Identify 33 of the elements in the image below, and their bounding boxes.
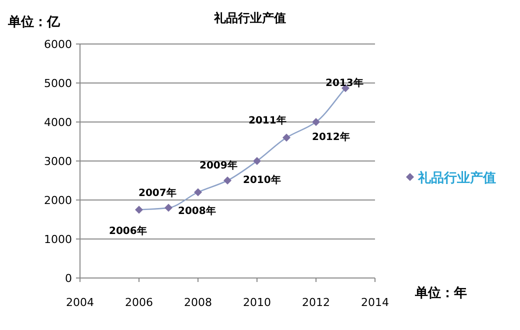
annotation: 2012年 xyxy=(312,131,350,143)
point xyxy=(253,157,261,165)
y-tick-label: 5000 xyxy=(44,77,72,90)
annotation: 2009年 xyxy=(200,160,238,172)
y-tick-label: 4000 xyxy=(44,116,72,129)
legend-label: 礼品行业产值 xyxy=(417,170,496,186)
point xyxy=(194,188,202,196)
y-tick-label: 1000 xyxy=(44,233,72,246)
x-tick-label: 2010 xyxy=(243,296,271,309)
x-tick-label: 2014 xyxy=(361,296,389,309)
y-tick-label: 6000 xyxy=(44,38,72,51)
annotation: 2008年 xyxy=(178,205,216,218)
annotation: 2010年 xyxy=(243,174,281,186)
x-axis-title: 单位：年 xyxy=(414,285,467,301)
legend: 礼品行业产值 xyxy=(406,171,496,186)
x-tick-label: 2004 xyxy=(66,296,94,309)
point xyxy=(164,204,172,212)
x-tick-label: 2008 xyxy=(184,296,212,309)
y-tick-label: 3000 xyxy=(44,155,72,168)
y-tick-label: 0 xyxy=(65,272,72,285)
point xyxy=(224,176,232,184)
x-tick-label: 2012 xyxy=(302,296,330,309)
y-tick-label: 2000 xyxy=(44,194,72,207)
point xyxy=(312,118,320,126)
x-tick-label: 2006 xyxy=(125,296,153,309)
chart-title: 礼品行业产值 xyxy=(213,11,286,25)
point xyxy=(282,134,290,142)
annotation: 2006年 xyxy=(109,224,147,237)
point xyxy=(135,206,143,214)
annotation: 2011年 xyxy=(248,114,286,127)
annotation: 2013年 xyxy=(326,77,364,90)
y-axis-title: 单位：亿 xyxy=(7,14,61,30)
annotation: 2007年 xyxy=(138,186,176,199)
